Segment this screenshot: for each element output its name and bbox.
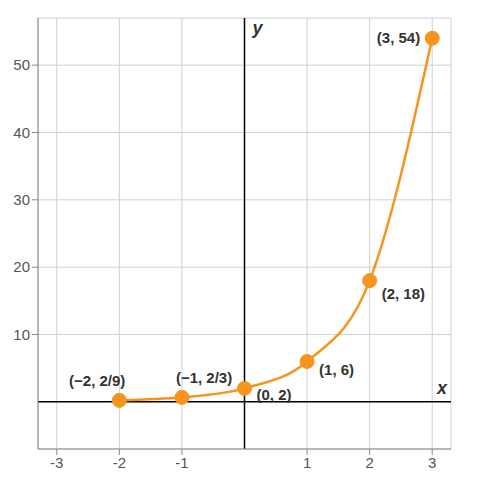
svg-text:(0, 2): (0, 2) [257,386,292,403]
svg-text:3: 3 [428,454,436,471]
svg-text:(−1, 2/3): (−1, 2/3) [176,369,232,386]
svg-text:x: x [436,378,448,398]
svg-text:10: 10 [13,326,30,343]
svg-text:-3: -3 [50,454,63,471]
svg-text:50: 50 [13,56,30,73]
svg-text:-1: -1 [175,454,188,471]
svg-text:(3, 54): (3, 54) [377,29,420,46]
svg-text:-2: -2 [113,454,126,471]
svg-text:40: 40 [13,124,30,141]
svg-text:30: 30 [13,191,30,208]
svg-text:(−2, 2/9): (−2, 2/9) [69,372,125,389]
svg-text:1: 1 [303,454,311,471]
svg-text:y: y [252,18,264,38]
svg-text:2: 2 [365,454,373,471]
svg-text:(1, 6): (1, 6) [319,361,354,378]
svg-text:(2, 18): (2, 18) [382,285,425,302]
svg-text:20: 20 [13,258,30,275]
